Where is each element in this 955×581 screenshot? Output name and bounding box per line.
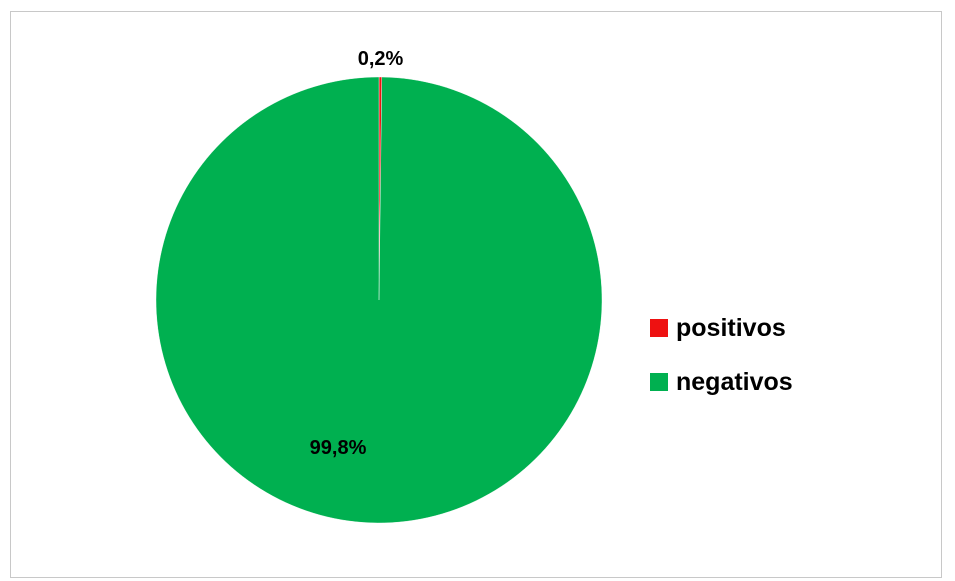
legend-label-positivos: positivos [676,313,786,342]
pie-slice-negativos [155,76,603,524]
legend: positivos negativos [650,312,793,420]
data-label-negativos: 99,8% [310,437,367,459]
legend-item-negativos: negativos [650,366,793,398]
data-label-positivos: 0,2% [358,48,404,70]
legend-swatch-positivos [650,319,668,337]
legend-item-positivos: positivos [650,312,793,344]
legend-swatch-negativos [650,373,668,391]
legend-label-negativos: negativos [676,367,793,396]
